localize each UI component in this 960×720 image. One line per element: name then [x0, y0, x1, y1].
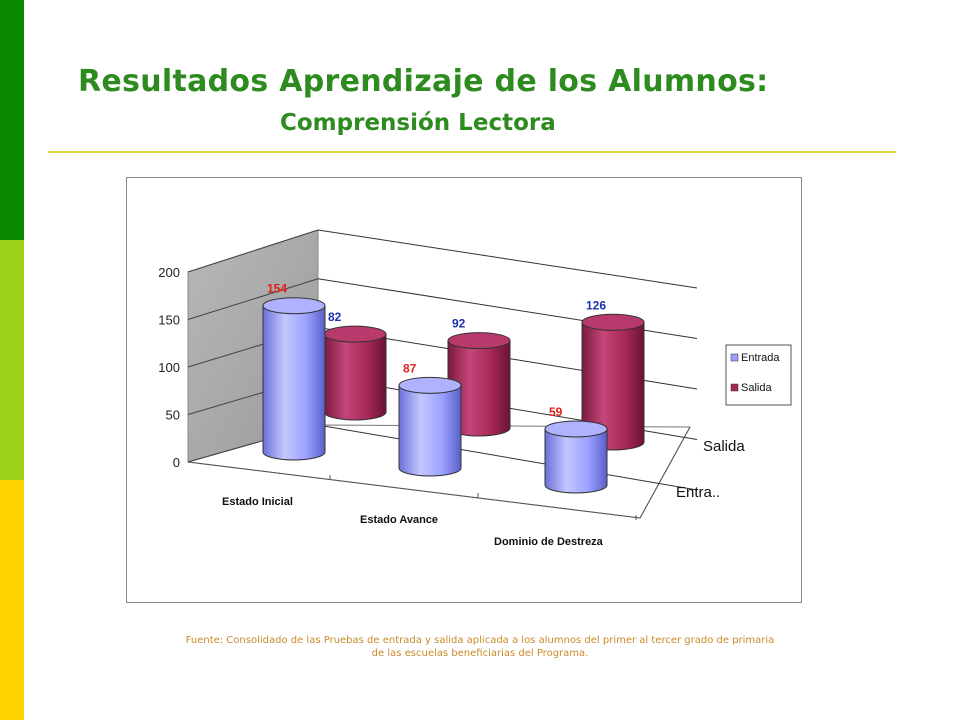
chart-gridline-back [317, 424, 698, 491]
data-label: 82 [328, 310, 342, 324]
page-subtitle: Comprensión Lectora [280, 110, 556, 136]
chart-gridline-back [317, 229, 698, 289]
bar-entrada-2 [398, 376, 462, 477]
footnote-line-2: de las escuelas beneficiarias del Progra… [371, 648, 589, 659]
data-label: 92 [452, 317, 466, 331]
x-tick-label: Dominio de Destreza [494, 536, 604, 548]
page-title: Resultados Aprendizaje de los Alumnos: [78, 64, 769, 99]
chart-gridline-wall [187, 229, 319, 273]
y-tick-label: 100 [158, 360, 180, 375]
data-label: 126 [586, 298, 606, 312]
depth-label: Entra.. [676, 484, 720, 501]
data-label: 59 [549, 405, 563, 419]
bar-entrada-3 [544, 420, 608, 494]
chart-depth-axis [639, 426, 691, 519]
bar-top [447, 332, 511, 350]
side-band-yellow [0, 480, 24, 720]
bar-entrada-1 [262, 297, 326, 461]
data-label: 87 [403, 361, 417, 375]
bar-body [544, 428, 608, 494]
y-tick-label: 150 [158, 313, 180, 328]
legend-label: Entrada [741, 352, 780, 364]
bar-top [323, 325, 387, 343]
y-tick-label: 200 [158, 265, 180, 280]
bar-salida-1 [323, 325, 387, 421]
footnote: Fuente: Consolidado de las Pruebas de en… [140, 634, 820, 660]
legend-swatch [730, 353, 739, 362]
bar-top [544, 420, 608, 438]
y-tick-label: 50 [166, 408, 180, 423]
title-rule [48, 151, 896, 153]
footnote-line-1: Fuente: Consolidado de las Pruebas de en… [185, 635, 775, 646]
side-band [0, 0, 24, 720]
legend-label: Salida [741, 382, 772, 394]
legend: Entrada Salida [725, 344, 792, 406]
data-label: 154 [267, 282, 287, 296]
y-tick-label: 0 [173, 455, 180, 470]
legend-swatch [730, 383, 739, 392]
side-band-green [0, 0, 24, 240]
bar-body [398, 384, 462, 477]
depth-label: Salida [703, 438, 745, 455]
side-band-lime [0, 240, 24, 480]
bar-top [581, 313, 645, 331]
bar-top [398, 376, 462, 394]
chart-gridline-wall [187, 278, 319, 320]
bar-salida-3 [581, 313, 645, 451]
bar-top [262, 297, 326, 315]
x-tick-label: Estado Inicial [222, 496, 293, 508]
bar-salida-2 [447, 332, 511, 437]
bar-body [323, 333, 387, 421]
x-tick-label: Estado Avance [360, 514, 438, 526]
chart-x-axis [187, 461, 641, 519]
bar-body [262, 305, 326, 461]
